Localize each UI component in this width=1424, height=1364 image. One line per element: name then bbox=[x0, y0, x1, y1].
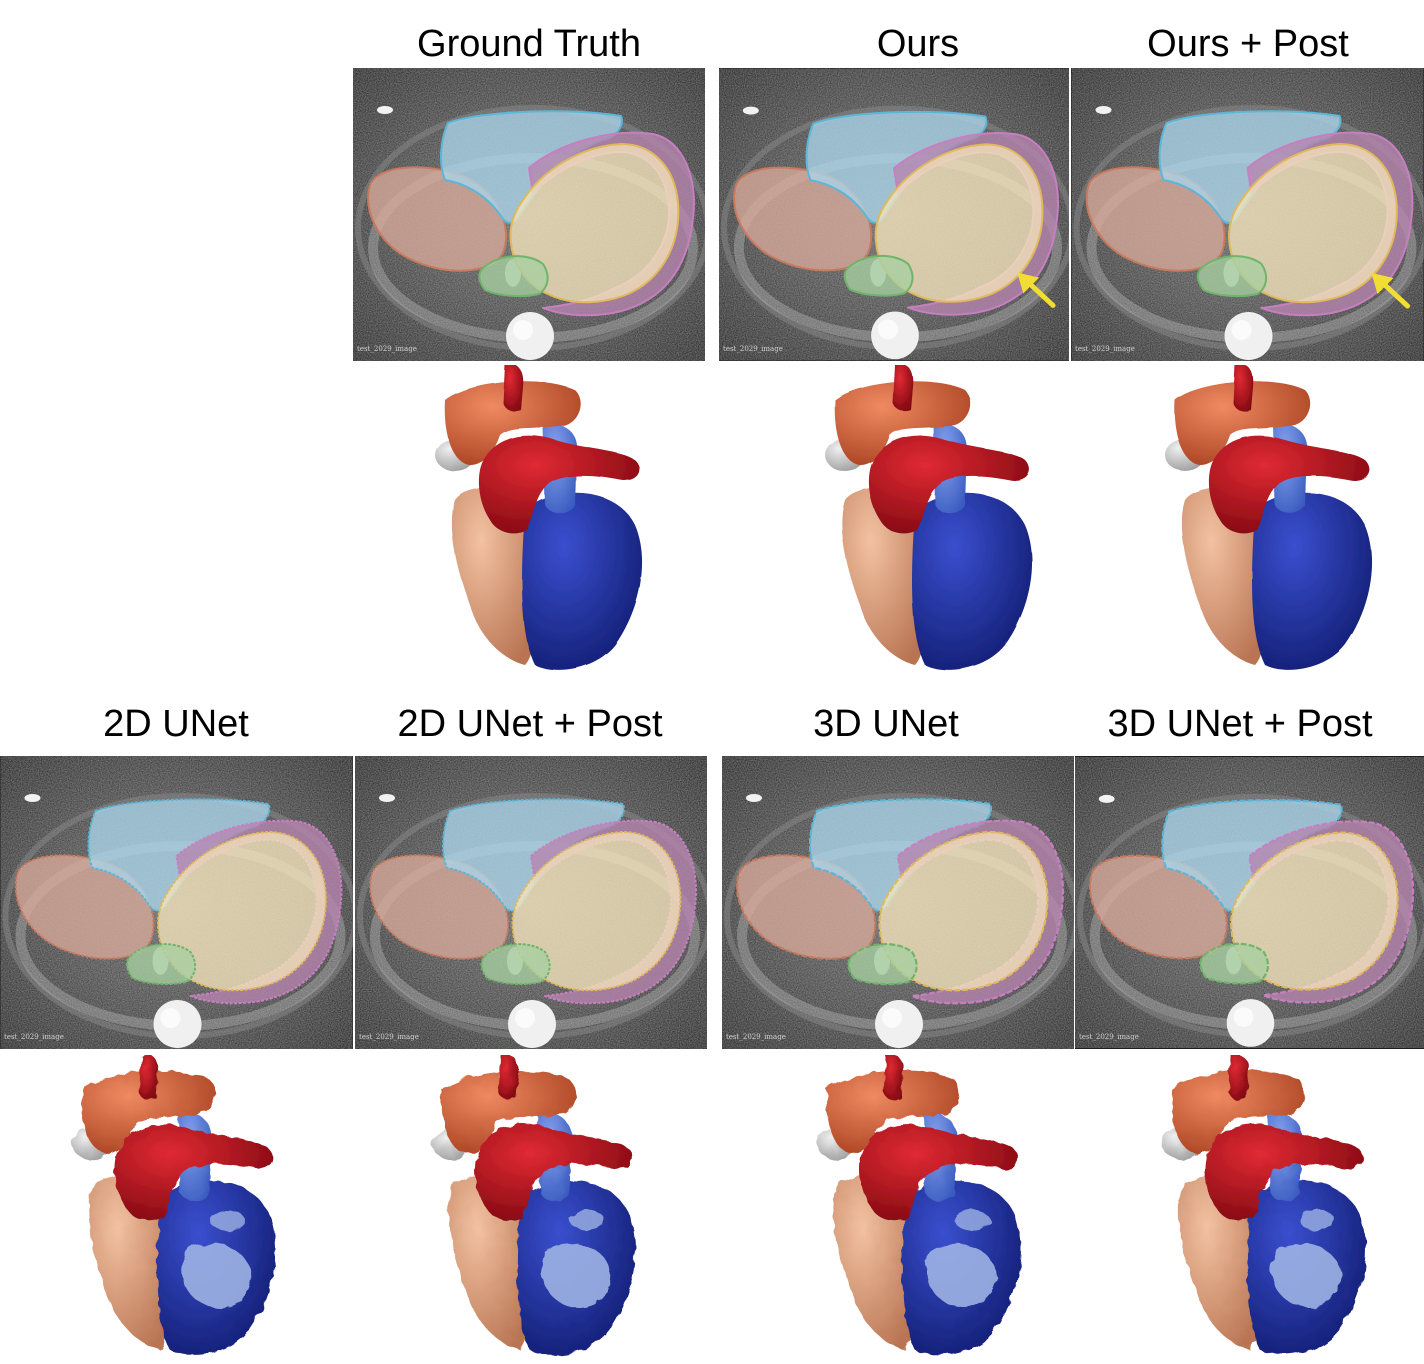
right-atrium-region bbox=[1085, 166, 1226, 272]
left-atrium-region bbox=[478, 255, 549, 298]
slice-label: test_2029_image bbox=[4, 1033, 64, 1041]
segmentation-regions bbox=[736, 798, 1064, 1005]
heart-mesh-ours-post bbox=[1155, 365, 1395, 675]
left-atrium-region bbox=[843, 254, 914, 297]
mri-slice-3d-unet: test_2029_image bbox=[722, 756, 1074, 1049]
segmentation-regions bbox=[733, 110, 1059, 316]
heart-mesh-3d-unet bbox=[805, 1055, 1045, 1360]
heart-mesh-ground-truth bbox=[425, 365, 665, 675]
segmentation-overlay bbox=[719, 68, 1069, 361]
red-aorta-arch bbox=[114, 1124, 273, 1221]
segmentation-overlay bbox=[1075, 757, 1424, 1048]
right-atrium-region bbox=[14, 854, 155, 960]
yellow-arrow-icon bbox=[1017, 272, 1056, 308]
orange-atrium bbox=[81, 1071, 215, 1154]
left-ventricle-region bbox=[509, 143, 680, 304]
slice-label: test_2029_image bbox=[726, 1033, 786, 1041]
segmentation-overlay bbox=[1071, 68, 1424, 361]
red-aorta-arch bbox=[868, 435, 1030, 534]
heart-mesh-2d-unet bbox=[60, 1055, 300, 1360]
pale-blue-cavity bbox=[209, 1210, 245, 1231]
orange-atrium bbox=[826, 1071, 960, 1154]
blue-left-ventricle bbox=[912, 492, 1033, 670]
orange-atrium bbox=[834, 381, 971, 465]
left-ventricle-region bbox=[1230, 831, 1399, 991]
red-aorta-top bbox=[498, 1055, 519, 1101]
slice-label: test_2029_image bbox=[359, 1033, 419, 1041]
title-3d-unet-post: 3D UNet + Post bbox=[1107, 703, 1373, 745]
pale-blue-cavity bbox=[954, 1210, 990, 1231]
left-ventricle-region bbox=[511, 831, 682, 992]
right-atrium-region bbox=[369, 854, 510, 960]
title-ground-truth: Ground Truth bbox=[417, 23, 641, 65]
red-aorta-arch bbox=[1208, 435, 1370, 534]
pale-blue-cavity bbox=[926, 1243, 997, 1308]
slice-label: test_2029_image bbox=[723, 345, 783, 353]
segmentation-overlay bbox=[355, 756, 707, 1049]
slice-label: test_2029_image bbox=[1075, 345, 1135, 353]
pale-blue-cavity bbox=[569, 1210, 605, 1231]
left-ventricle-region bbox=[874, 143, 1044, 303]
segmentation-overlay bbox=[0, 756, 353, 1049]
title-2d-unet-post: 2D UNet + Post bbox=[397, 703, 663, 745]
red-aorta-arch bbox=[474, 1124, 633, 1221]
segmentation-overlay bbox=[722, 756, 1074, 1049]
title-ours: Ours bbox=[876, 23, 960, 65]
red-aorta-arch bbox=[859, 1124, 1018, 1221]
blue-left-ventricle bbox=[1252, 492, 1373, 670]
segmentation-overlay bbox=[353, 68, 705, 361]
right-atrium-region bbox=[733, 166, 873, 272]
red-aorta-top bbox=[503, 365, 524, 412]
segmentation-regions bbox=[1085, 110, 1414, 317]
mri-slice-3d-unet-post: test_2029_image bbox=[1075, 756, 1424, 1049]
mri-slice-2d-unet: test_2029_image bbox=[0, 756, 353, 1049]
left-atrium-region bbox=[480, 943, 551, 986]
segmentation-regions bbox=[14, 798, 343, 1005]
yellow-arrow-icon bbox=[1371, 273, 1410, 309]
left-ventricle-region bbox=[878, 830, 1049, 992]
mri-slice-ours: test_2029_image bbox=[719, 68, 1069, 361]
pale-blue-cavity bbox=[1299, 1210, 1335, 1231]
slice-label: test_2029_image bbox=[1079, 1033, 1139, 1041]
segmentation-regions bbox=[1088, 799, 1415, 1004]
red-aorta-top bbox=[1233, 365, 1254, 412]
right-atrium-region bbox=[1088, 854, 1228, 960]
pale-blue-cavity bbox=[1271, 1243, 1342, 1308]
mri-slice-2d-unet-post: test_2029_image bbox=[355, 756, 707, 1049]
orange-atrium bbox=[441, 1071, 575, 1154]
heart-mesh-3d-unet-post bbox=[1150, 1055, 1390, 1360]
red-aorta-top bbox=[138, 1055, 159, 1101]
title-ours-post: Ours + Post bbox=[1147, 23, 1349, 65]
mri-slice-ours-post: test_2029_image bbox=[1071, 68, 1424, 361]
orange-atrium bbox=[444, 381, 581, 465]
segmentation-regions bbox=[369, 798, 697, 1005]
red-aorta-arch bbox=[478, 435, 640, 534]
left-atrium-region bbox=[1196, 255, 1268, 298]
right-atrium-region bbox=[736, 854, 877, 960]
mri-slice-ground-truth: test_2029_image bbox=[353, 68, 705, 361]
orange-atrium bbox=[1174, 381, 1311, 465]
red-aorta-top bbox=[893, 365, 914, 412]
left-atrium-region bbox=[1199, 942, 1270, 985]
red-aorta-arch bbox=[1204, 1124, 1363, 1221]
blue-left-ventricle bbox=[522, 492, 643, 670]
slice-label: test_2029_image bbox=[357, 345, 417, 353]
title-2d-unet: 2D UNet bbox=[103, 703, 249, 745]
pale-blue-cavity bbox=[541, 1243, 612, 1308]
segmentation-regions bbox=[367, 110, 695, 317]
left-ventricle-region bbox=[1228, 143, 1398, 304]
title-3d-unet: 3D UNet bbox=[813, 703, 959, 745]
orange-atrium bbox=[1171, 1071, 1305, 1154]
left-atrium-region bbox=[847, 943, 918, 986]
left-atrium-region bbox=[125, 943, 197, 986]
heart-mesh-2d-unet-post bbox=[420, 1055, 660, 1360]
heart-mesh-ours bbox=[815, 365, 1055, 675]
left-ventricle-region bbox=[157, 831, 327, 992]
red-aorta-top bbox=[883, 1055, 904, 1101]
right-atrium-region bbox=[367, 166, 508, 272]
red-aorta-top bbox=[1228, 1055, 1249, 1101]
pale-blue-cavity bbox=[181, 1243, 252, 1308]
